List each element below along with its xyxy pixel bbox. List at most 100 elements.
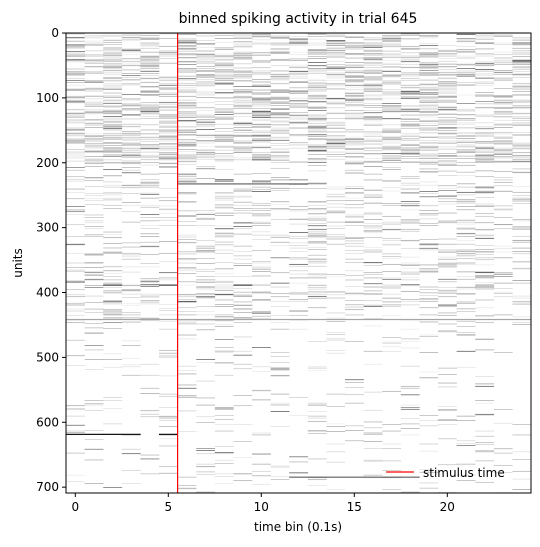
heatmap-cell — [196, 77, 216, 78]
heatmap-cell — [307, 294, 327, 296]
heatmap-cell — [214, 205, 234, 207]
heatmap-cell — [493, 208, 513, 210]
heatmap-cell — [270, 73, 290, 75]
heatmap-cell — [84, 55, 104, 57]
heatmap-cell — [326, 489, 346, 490]
heatmap-cell — [140, 86, 160, 87]
heatmap-cell — [345, 275, 364, 276]
heatmap-cell — [196, 251, 216, 252]
heatmap-cell — [159, 394, 178, 396]
heatmap-cell — [66, 160, 85, 162]
heatmap-cell — [121, 153, 141, 155]
heatmap-cell — [456, 73, 476, 75]
heatmap-cell — [84, 42, 104, 44]
heatmap-cell — [140, 246, 160, 248]
heatmap-cell — [512, 252, 532, 254]
heatmap-cell — [326, 127, 346, 128]
heatmap-cell — [475, 155, 495, 157]
heatmap-cell — [326, 206, 346, 208]
heatmap-cell — [159, 152, 178, 154]
heatmap-cell — [196, 75, 216, 76]
heatmap-cell — [438, 312, 457, 314]
heatmap-cell — [419, 213, 439, 215]
heatmap-cell-highlight — [177, 183, 197, 185]
heatmap-cell — [66, 61, 85, 63]
heatmap-cell — [512, 199, 532, 201]
heatmap-cell — [196, 293, 216, 295]
heatmap-cell — [438, 142, 457, 144]
heatmap-cell — [345, 221, 364, 222]
heatmap-cell — [214, 199, 234, 201]
heatmap-cell — [270, 35, 290, 37]
heatmap-cell — [214, 160, 234, 162]
heatmap-cell — [363, 62, 383, 63]
heatmap-cell — [121, 37, 141, 39]
heatmap-cell — [252, 105, 271, 107]
heatmap-cell — [363, 84, 383, 86]
heatmap-cell — [382, 103, 402, 104]
heatmap-cell — [177, 251, 197, 253]
heatmap-cell — [121, 318, 141, 320]
heatmap-cell — [66, 46, 85, 48]
heatmap-cell — [493, 79, 513, 80]
heatmap-cell — [84, 369, 104, 370]
heatmap-cell — [214, 48, 234, 50]
heatmap-cell — [233, 424, 253, 425]
heatmap-cell — [326, 55, 346, 57]
heatmap-cell — [307, 145, 327, 147]
heatmap-cell — [475, 37, 495, 39]
heatmap-cell — [419, 92, 439, 94]
heatmap-cell — [475, 192, 495, 194]
heatmap-cell-highlight — [289, 318, 309, 321]
heatmap-cell — [66, 282, 85, 283]
heatmap-cell — [84, 186, 104, 187]
heatmap-cell — [363, 202, 383, 203]
heatmap-cell — [214, 149, 234, 151]
heatmap-cell — [177, 321, 197, 323]
heatmap-cell — [326, 423, 346, 425]
heatmap-cell — [419, 154, 439, 156]
heatmap-cell — [419, 147, 439, 148]
heatmap-cell — [475, 94, 495, 96]
heatmap-cell — [400, 45, 420, 47]
heatmap-cell — [66, 243, 85, 245]
heatmap-cell — [214, 139, 234, 141]
heatmap-cell — [419, 110, 439, 112]
heatmap-cell — [270, 234, 290, 236]
heatmap-cell — [400, 328, 420, 330]
heatmap-cell — [66, 116, 85, 118]
heatmap-cell — [270, 369, 290, 371]
heatmap-cell — [307, 70, 327, 72]
heatmap-cell — [103, 252, 123, 253]
heatmap-cell — [159, 114, 178, 116]
heatmap-cell — [233, 41, 253, 43]
heatmap-cell — [270, 145, 290, 146]
heatmap-cell — [438, 87, 457, 89]
heatmap-cell — [196, 107, 216, 109]
heatmap-cell — [512, 59, 532, 61]
heatmap-cell — [382, 304, 402, 306]
heatmap-cell — [289, 232, 309, 233]
heatmap-cell — [493, 69, 513, 71]
heatmap-cell — [512, 73, 532, 75]
heatmap-cell — [196, 463, 216, 465]
heatmap-cell — [307, 232, 327, 234]
heatmap-cell — [512, 77, 532, 78]
heatmap-cell — [84, 359, 104, 360]
heatmap-cell — [252, 271, 271, 272]
heatmap-cell — [345, 430, 364, 431]
heatmap-cell — [196, 106, 216, 108]
heatmap-cell-highlight — [363, 476, 383, 478]
heatmap-cell — [382, 391, 402, 392]
heatmap-cell — [103, 101, 123, 103]
heatmap-cell — [177, 338, 197, 340]
heatmap-cell — [493, 108, 513, 109]
heatmap-cell — [289, 282, 309, 284]
heatmap-cell — [438, 409, 457, 411]
heatmap-cell — [196, 293, 216, 294]
heatmap-cell — [475, 160, 495, 162]
heatmap-cell — [196, 40, 216, 41]
heatmap-cell — [326, 140, 346, 141]
heatmap-cell — [438, 263, 457, 264]
heatmap-cell — [233, 46, 253, 48]
